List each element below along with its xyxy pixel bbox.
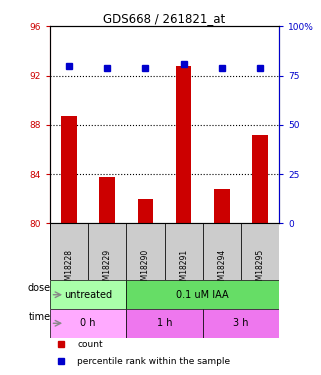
Bar bbox=[100, 177, 115, 224]
Title: GDS668 / 261821_at: GDS668 / 261821_at bbox=[103, 12, 226, 25]
Bar bbox=[176, 66, 191, 224]
Text: 0.1 uM IAA: 0.1 uM IAA bbox=[177, 290, 229, 300]
Text: GSM18290: GSM18290 bbox=[141, 249, 150, 290]
Text: 1 h: 1 h bbox=[157, 318, 172, 328]
Bar bbox=[61, 116, 76, 224]
Text: GSM18295: GSM18295 bbox=[256, 249, 265, 290]
FancyBboxPatch shape bbox=[126, 280, 279, 309]
FancyBboxPatch shape bbox=[126, 309, 203, 338]
Bar bbox=[214, 189, 230, 224]
Bar bbox=[138, 199, 153, 223]
FancyBboxPatch shape bbox=[203, 224, 241, 280]
Text: GSM18294: GSM18294 bbox=[217, 249, 226, 290]
Text: 0 h: 0 h bbox=[80, 318, 96, 328]
FancyBboxPatch shape bbox=[50, 309, 126, 338]
FancyBboxPatch shape bbox=[241, 224, 279, 280]
FancyBboxPatch shape bbox=[88, 224, 126, 280]
FancyBboxPatch shape bbox=[50, 280, 126, 309]
Text: 3 h: 3 h bbox=[233, 318, 249, 328]
FancyBboxPatch shape bbox=[126, 224, 164, 280]
FancyBboxPatch shape bbox=[164, 224, 203, 280]
Text: count: count bbox=[77, 340, 103, 349]
Text: GSM18229: GSM18229 bbox=[103, 249, 112, 290]
FancyBboxPatch shape bbox=[50, 224, 88, 280]
Text: dose: dose bbox=[27, 284, 50, 294]
Text: GSM18291: GSM18291 bbox=[179, 249, 188, 290]
Text: GSM18228: GSM18228 bbox=[65, 249, 74, 290]
FancyBboxPatch shape bbox=[203, 309, 279, 338]
Bar bbox=[253, 135, 268, 224]
Text: time: time bbox=[28, 312, 50, 322]
Text: percentile rank within the sample: percentile rank within the sample bbox=[77, 357, 230, 366]
Text: untreated: untreated bbox=[64, 290, 112, 300]
